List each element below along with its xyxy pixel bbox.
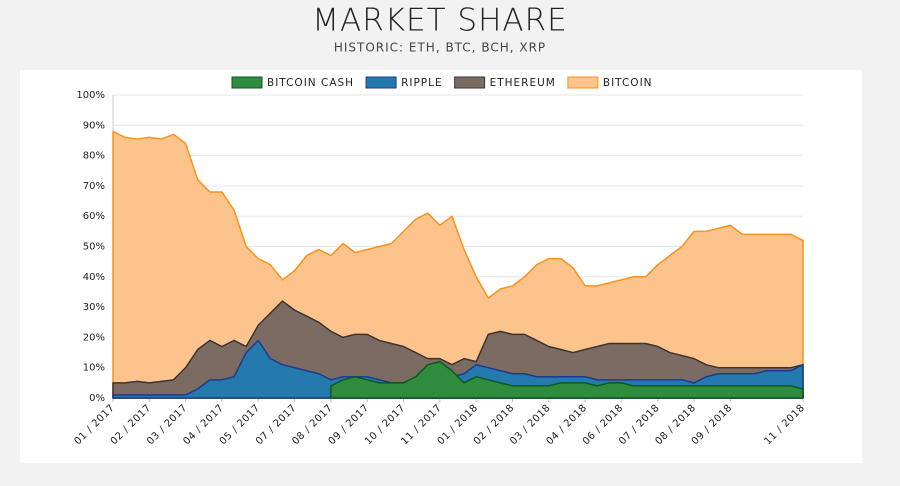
- legend-label: RIPPLE: [401, 77, 443, 89]
- y-tick-label: 0%: [89, 393, 105, 404]
- legend-label: BITCOIN: [603, 77, 653, 89]
- chart-subtitle: HISTORIC: ETH, BTC, BCH, XRP: [334, 41, 546, 55]
- area: [112, 339, 804, 399]
- chart-title: MARKET SHARE: [312, 3, 568, 39]
- legend-swatch: [567, 76, 599, 89]
- y-tick-label: 60%: [83, 211, 105, 222]
- y-tick-label: 10%: [83, 363, 105, 374]
- legend-swatch: [454, 76, 486, 89]
- y-tick-label: 40%: [83, 272, 105, 283]
- legend-swatch: [365, 76, 397, 89]
- y-tick-label: 70%: [83, 181, 105, 192]
- y-tick-label: 50%: [83, 242, 105, 253]
- legend: BITCOIN CASH RIPPLE ETHEREUM BITCOIN: [231, 76, 653, 89]
- legend-label: ETHEREUM: [490, 77, 556, 89]
- y-tick-label: 90%: [83, 120, 105, 131]
- y-tick-label: 100%: [76, 90, 105, 101]
- y-tick-label: 20%: [83, 332, 105, 343]
- y-tick-label: 30%: [83, 302, 105, 313]
- legend-swatch: [231, 76, 263, 89]
- area: [330, 360, 804, 399]
- y-tick-label: 80%: [83, 151, 105, 162]
- legend-label: BITCOIN CASH: [267, 77, 354, 89]
